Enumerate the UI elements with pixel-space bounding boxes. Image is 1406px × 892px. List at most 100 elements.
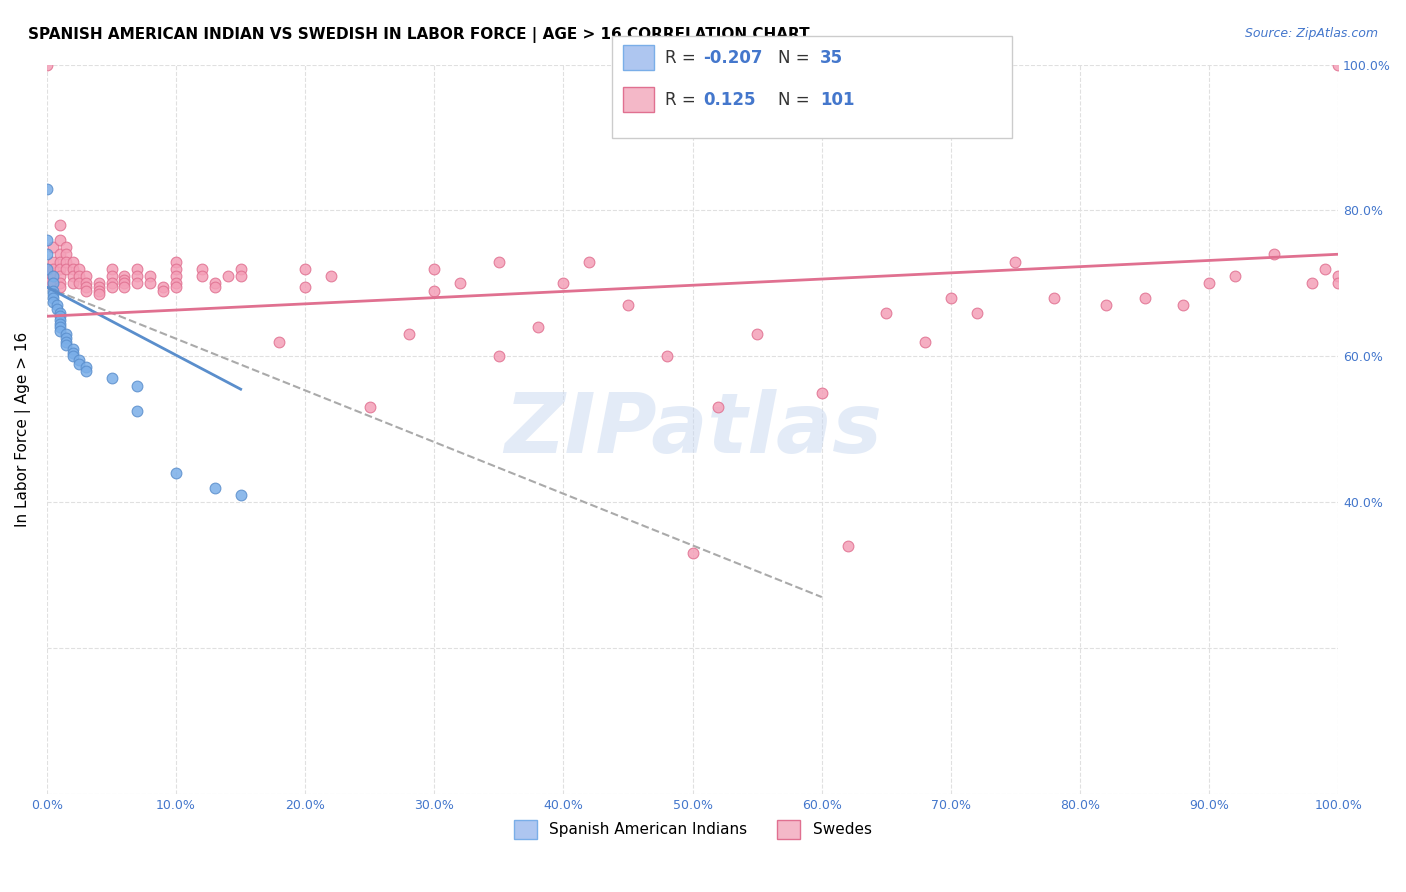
Point [1327,57,1350,71]
Text: ZIPatlas: ZIPatlas [503,389,882,470]
Point [35,233,58,247]
Point [42,291,65,305]
Point [655,350,678,364]
Point [67,277,90,291]
Point [127,404,149,418]
Point [1095,298,1118,312]
Point [62,342,84,356]
Text: SPANISH AMERICAN INDIAN VS SWEDISH IN LABOR FORCE | AGE > 16 CORRELATION CHART: SPANISH AMERICAN INDIAN VS SWEDISH IN LA… [28,27,810,43]
Point [49,261,72,276]
Point [1198,277,1220,291]
Text: N =: N = [778,91,814,109]
Y-axis label: In Labor Force | Age > 16: In Labor Force | Age > 16 [15,332,31,527]
Point [488,350,510,364]
Point [75,269,97,284]
Point [42,254,65,268]
Point [87,287,110,301]
Point [42,240,65,254]
Point [1133,291,1156,305]
Point [62,345,84,359]
Point [49,218,72,232]
Text: 35: 35 [820,49,842,67]
Point [165,466,187,480]
Point [398,327,420,342]
Point [55,338,77,352]
Point [682,546,704,560]
Point [49,280,72,294]
Point [875,305,897,319]
Point [35,269,58,284]
Point [1315,261,1337,276]
Point [62,254,84,268]
Text: 0.125: 0.125 [703,91,755,109]
Point [127,378,149,392]
Point [100,280,122,294]
Point [1043,291,1066,305]
Point [49,313,72,327]
Point [42,284,65,298]
Point [1223,269,1246,284]
Text: 101: 101 [820,91,855,109]
Point [114,277,136,291]
Point [837,539,859,553]
Point [35,261,58,276]
Point [49,233,72,247]
Text: R =: R = [665,49,702,67]
Point [49,305,72,319]
Point [423,284,446,298]
Point [62,261,84,276]
Point [100,269,122,284]
Point [100,277,122,291]
Point [152,284,174,298]
Point [1327,269,1350,284]
Point [42,277,65,291]
Point [449,277,471,291]
Point [229,269,252,284]
Point [42,287,65,301]
Point [114,280,136,294]
Point [217,269,239,284]
Point [49,324,72,338]
Point [294,280,316,294]
Text: -0.207: -0.207 [703,49,762,67]
Point [191,269,214,284]
Point [62,269,84,284]
Point [1004,254,1026,268]
Text: N =: N = [778,49,814,67]
Point [46,298,69,312]
Point [55,331,77,345]
Point [966,305,988,319]
Point [67,357,90,371]
Point [127,269,149,284]
Point [67,269,90,284]
Point [553,277,575,291]
Point [46,301,69,316]
Point [49,310,72,324]
Point [35,57,58,71]
Point [55,334,77,349]
Point [49,317,72,331]
Point [1173,298,1195,312]
Point [42,269,65,284]
Point [87,284,110,298]
Point [204,280,226,294]
Point [67,261,90,276]
Point [165,254,187,268]
Point [114,269,136,284]
Point [359,401,381,415]
Point [1301,277,1323,291]
Point [617,298,640,312]
Point [75,280,97,294]
Point [42,261,65,276]
Point [49,254,72,268]
Point [55,327,77,342]
Point [229,488,252,502]
Point [1263,247,1285,261]
Point [914,334,936,349]
Point [139,269,162,284]
Point [49,269,72,284]
Point [67,353,90,368]
Point [55,254,77,268]
Point [49,277,72,291]
Point [204,481,226,495]
